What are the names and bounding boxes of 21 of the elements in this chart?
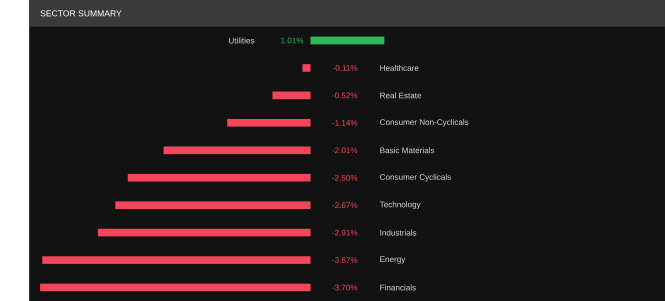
y-tick-label: Real Estate bbox=[380, 92, 422, 98]
data-label: -1.14% bbox=[332, 120, 358, 126]
data-label: -3.70% bbox=[332, 284, 358, 290]
data-label: -3.67% bbox=[332, 257, 358, 263]
data-label: -2.50% bbox=[332, 174, 358, 180]
data-label: -0.52% bbox=[332, 92, 358, 98]
y-tick-label: Industrials bbox=[380, 230, 416, 236]
data-label: 1.01% bbox=[281, 38, 304, 44]
y-tick-label: Energy bbox=[380, 256, 406, 264]
y-tick-label: Consumer Non-Cyclicals bbox=[380, 118, 468, 126]
data-label: -2.67% bbox=[332, 202, 358, 208]
y-tick-label: Utilities bbox=[229, 37, 254, 44]
y-tick-label: Financials bbox=[380, 284, 416, 290]
y-tick-label: Technology bbox=[380, 201, 421, 209]
data-label: -2.91% bbox=[332, 230, 358, 236]
data-label: -2.01% bbox=[332, 147, 358, 154]
chart-title: SECTOR SUMMARY bbox=[40, 10, 122, 16]
data-label: -0.11% bbox=[332, 64, 358, 71]
y-tick-label: Basic Materials bbox=[380, 147, 434, 154]
y-tick-label: Consumer Cyclicals bbox=[380, 174, 451, 182]
y-tick-label: Healthcare bbox=[380, 64, 418, 71]
